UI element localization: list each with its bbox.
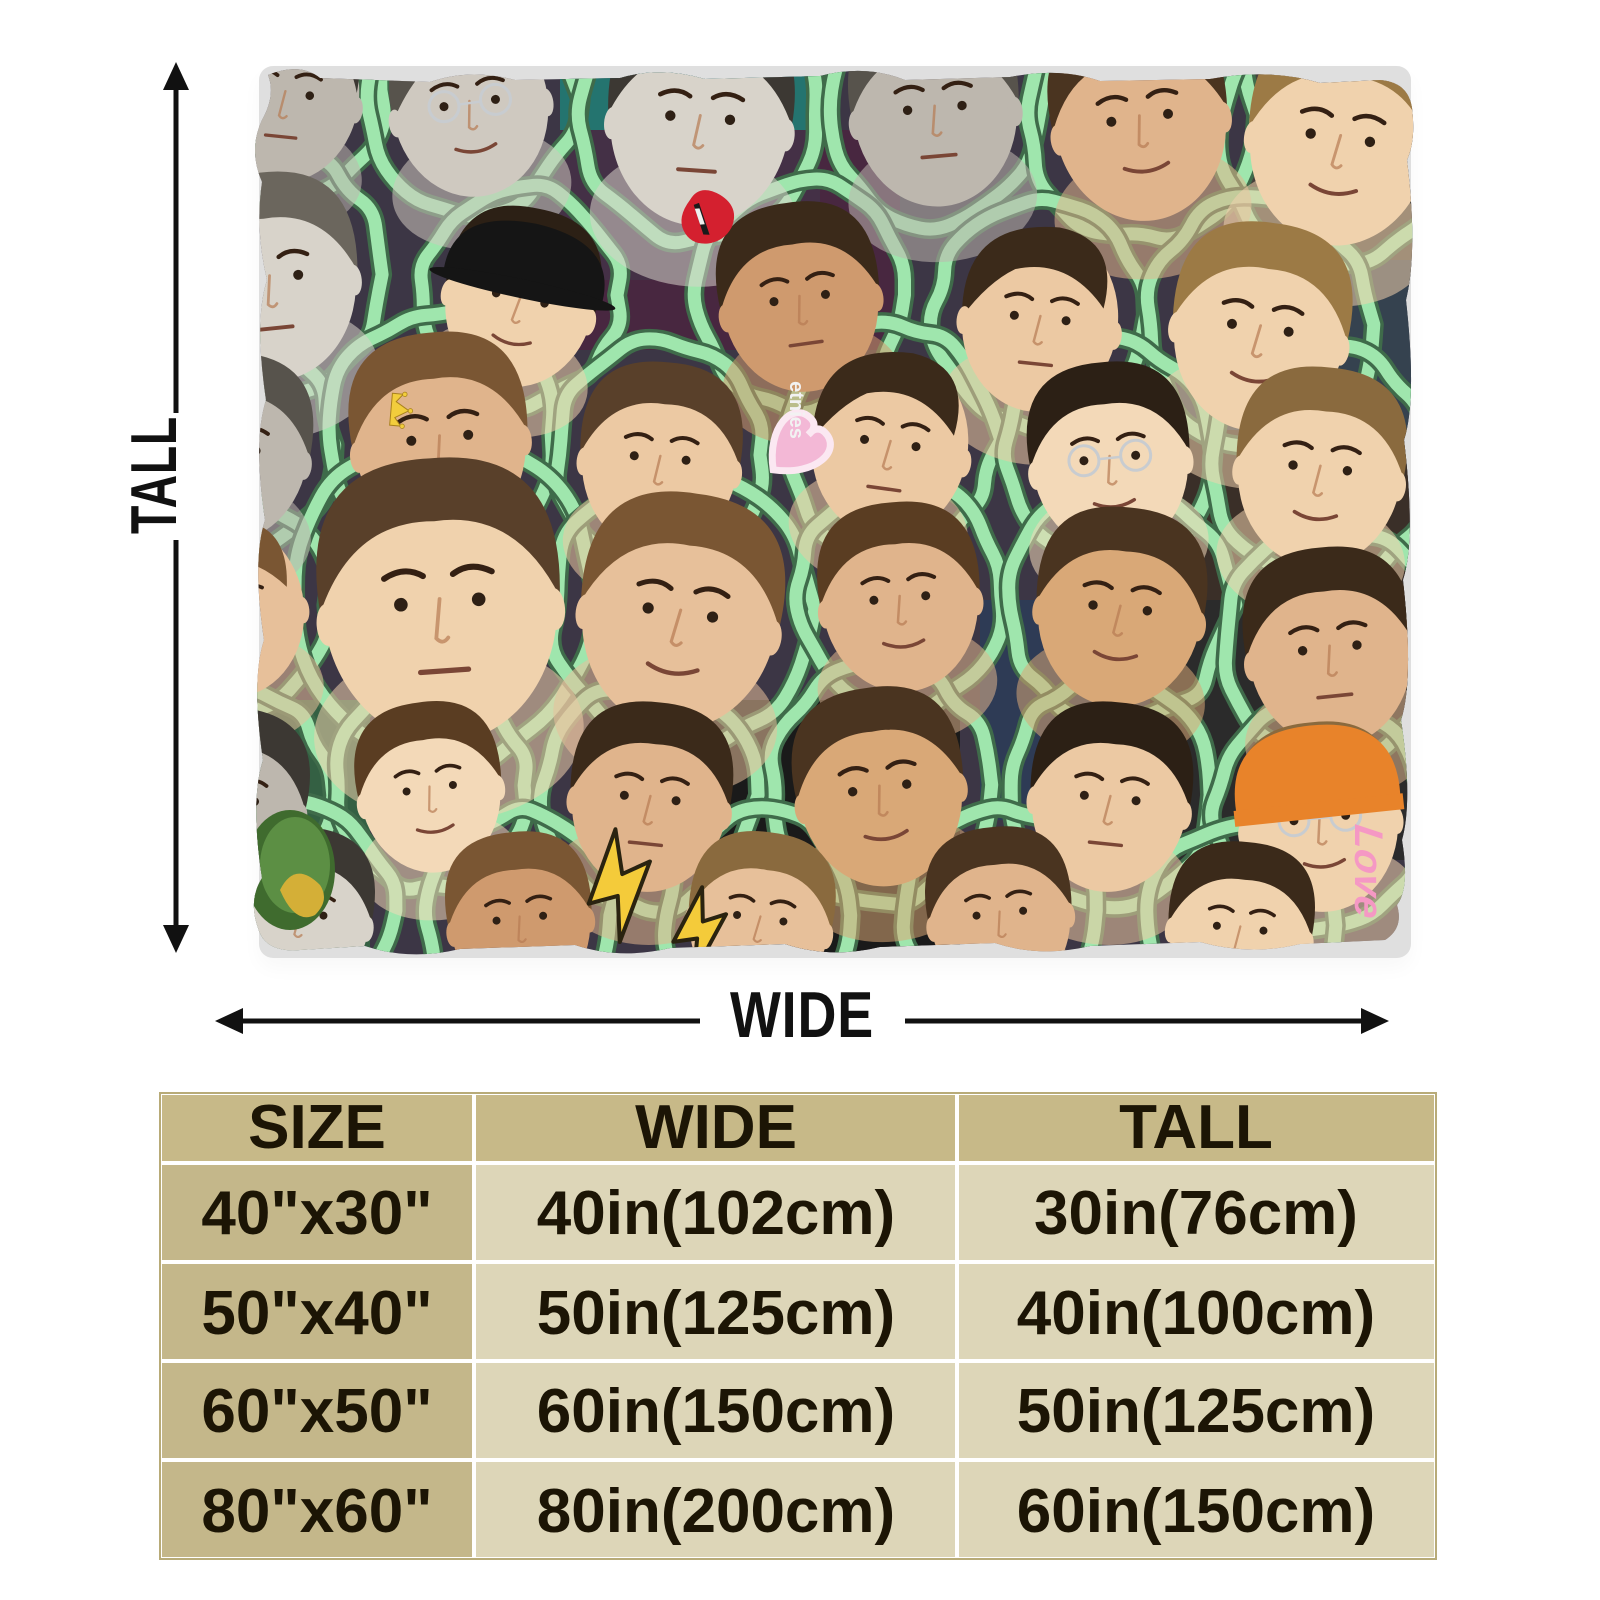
svg-text:etnies: etnies: [785, 381, 807, 439]
svg-text:80"x60": 80"x60": [201, 1477, 432, 1546]
svg-text:SIZE: SIZE: [248, 1093, 386, 1162]
svg-text:60in(150cm): 60in(150cm): [1017, 1477, 1375, 1546]
svg-text:WIDE: WIDE: [635, 1093, 797, 1162]
svg-text:60"x50": 60"x50": [201, 1377, 432, 1446]
svg-text:50in(125cm): 50in(125cm): [1017, 1377, 1375, 1446]
svg-text:50in(125cm): 50in(125cm): [537, 1279, 895, 1348]
svg-text:40in(102cm): 40in(102cm): [537, 1179, 895, 1248]
svg-text:50"x40": 50"x40": [201, 1279, 432, 1348]
svg-text:40"x30": 40"x30": [201, 1179, 432, 1248]
svg-text:WIDE: WIDE: [730, 978, 874, 1051]
svg-text:60in(150cm): 60in(150cm): [537, 1377, 895, 1446]
svg-text:Love: Love: [1346, 822, 1391, 922]
svg-text:80in(200cm): 80in(200cm): [537, 1477, 895, 1546]
svg-text:30in(76cm): 30in(76cm): [1034, 1179, 1358, 1248]
svg-text:TALL: TALL: [117, 416, 190, 534]
svg-text:40in(100cm): 40in(100cm): [1017, 1279, 1375, 1348]
svg-text:TALL: TALL: [1119, 1093, 1273, 1162]
